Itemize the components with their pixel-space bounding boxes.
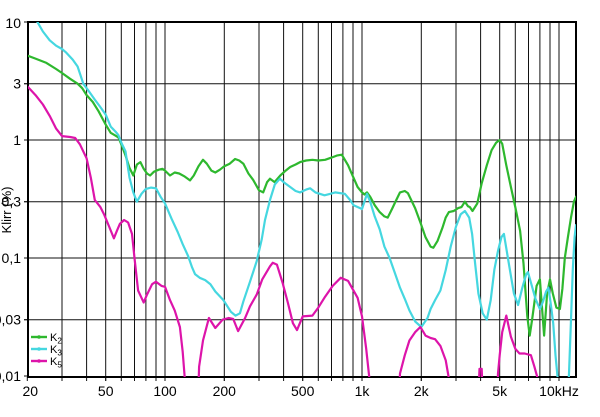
curve-k3	[36, 22, 576, 377]
y-tick-label: 0,01	[0, 368, 21, 384]
curve-k2	[28, 54, 576, 337]
y-tick-label: 1	[13, 132, 21, 148]
legend-item-k2: K2	[50, 332, 62, 346]
x-tick-label: 50	[98, 383, 114, 399]
y-tick-label: 0,3	[2, 194, 22, 210]
legend-swatch-dot	[37, 347, 41, 351]
x-tick-label: 1k	[355, 383, 371, 399]
curve-k5	[28, 85, 539, 377]
x-tick-label: 5k	[492, 383, 508, 399]
x-tick-label: 2k	[414, 383, 430, 399]
legend-item-k3: K3	[50, 344, 62, 358]
legend-swatch-dot	[37, 335, 41, 339]
legend-item-k5: K5	[50, 356, 62, 370]
legend-swatch-dot	[37, 359, 41, 363]
x-tick-label: 20	[23, 383, 39, 399]
y-tick-label: 10	[5, 15, 21, 31]
y-tick-label: 0,03	[0, 312, 21, 328]
x-tick-label: 10kHz	[539, 383, 579, 399]
y-tick-label: 0,1	[2, 250, 22, 266]
y-axis-title: Klirr (%)	[0, 187, 14, 234]
y-tick-label: 3	[13, 76, 21, 92]
plot-frame	[27, 21, 577, 378]
x-tick-label: 100	[153, 383, 177, 399]
x-tick-label: 500	[291, 383, 315, 399]
x-tick-label: 200	[213, 383, 237, 399]
